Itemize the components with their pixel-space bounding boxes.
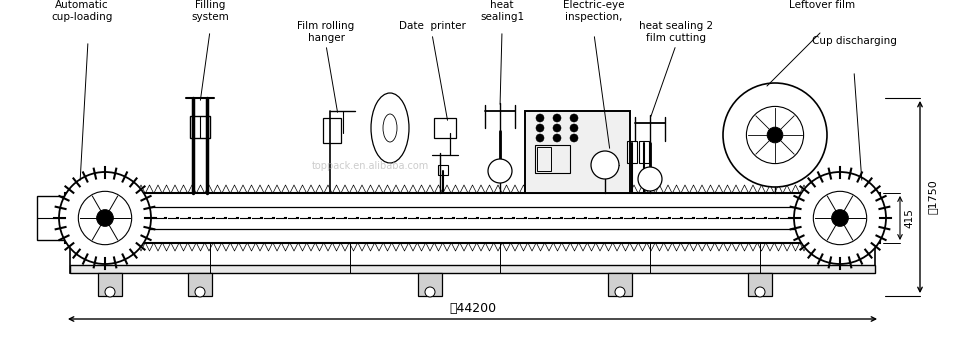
Circle shape	[832, 210, 848, 226]
Circle shape	[794, 172, 886, 264]
Circle shape	[425, 287, 435, 297]
Circle shape	[553, 134, 561, 142]
Ellipse shape	[371, 93, 409, 163]
Circle shape	[570, 124, 578, 132]
Circle shape	[96, 210, 114, 226]
Bar	[434, 118, 456, 138]
Text: toppack.en.alibaba.com: toppack.en.alibaba.com	[311, 161, 429, 171]
Bar	[525, 111, 630, 193]
Bar	[98, 273, 122, 296]
Text: heat
sealing1: heat sealing1	[480, 0, 524, 21]
Bar	[537, 147, 551, 171]
Bar	[418, 273, 442, 296]
Text: heat sealing 2
film cutting: heat sealing 2 film cutting	[639, 21, 713, 43]
Text: Automatic
cup-loading: Automatic cup-loading	[52, 0, 113, 21]
Bar	[65, 193, 880, 243]
Text: 415: 415	[904, 208, 914, 228]
Circle shape	[553, 124, 561, 132]
Bar	[70, 243, 875, 273]
Text: Leftover film: Leftover film	[789, 0, 855, 10]
Text: 靐44200: 靐44200	[449, 302, 496, 315]
Text: 靐1750: 靐1750	[928, 180, 938, 214]
Text: Cup discharging: Cup discharging	[812, 36, 897, 46]
Text: Date  printer: Date printer	[398, 21, 465, 31]
Circle shape	[723, 83, 827, 187]
Bar	[639, 141, 649, 163]
Bar	[70, 265, 875, 273]
Bar	[37, 196, 65, 240]
Bar	[748, 273, 772, 296]
Circle shape	[105, 287, 115, 297]
Circle shape	[638, 167, 662, 191]
Bar	[188, 273, 212, 296]
Circle shape	[553, 114, 561, 122]
Circle shape	[570, 134, 578, 142]
Circle shape	[591, 151, 619, 179]
Circle shape	[536, 114, 544, 122]
Text: Filling
system: Filling system	[191, 0, 229, 21]
Circle shape	[536, 124, 544, 132]
Circle shape	[488, 159, 512, 183]
Circle shape	[767, 127, 783, 143]
Text: Film rolling
hanger: Film rolling hanger	[297, 21, 354, 43]
Circle shape	[755, 287, 765, 297]
Circle shape	[536, 134, 544, 142]
Text: Electric-eye
inspection,: Electric-eye inspection,	[563, 0, 625, 21]
Circle shape	[615, 287, 625, 297]
Bar	[438, 165, 448, 175]
Circle shape	[195, 287, 205, 297]
Bar	[323, 118, 341, 143]
Circle shape	[59, 172, 151, 264]
Bar	[627, 141, 637, 163]
Circle shape	[570, 114, 578, 122]
Bar	[535, 145, 570, 173]
Bar	[190, 116, 210, 138]
Bar	[608, 273, 632, 296]
